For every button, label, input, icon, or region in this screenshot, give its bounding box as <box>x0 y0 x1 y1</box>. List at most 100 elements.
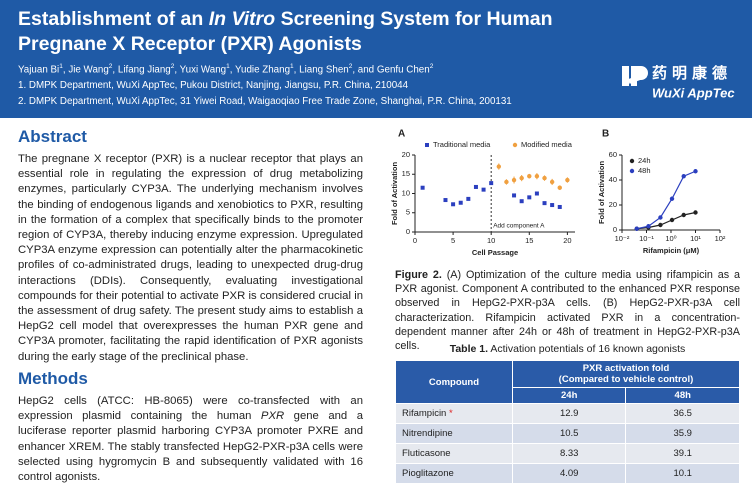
compound-cell: Pioglitazone <box>395 463 513 484</box>
author-name: Yudie Zhang <box>235 64 291 76</box>
compound-name: Nitrendipine <box>402 428 453 439</box>
series-line <box>636 170 696 230</box>
value-cell: 39.1 <box>625 443 740 464</box>
x-tick-label: 10² <box>715 234 726 243</box>
header-cell: PXR activation fold (Compared to vehicle … <box>511 360 741 388</box>
value-cell: 35.9 <box>625 423 740 444</box>
figure: A 0 5 10 15 20 0 5 10 15 20 Cell Passage Fold of Act… <box>390 129 726 257</box>
value-cell: 4.09 <box>511 463 627 484</box>
data-point <box>534 191 539 196</box>
data-point <box>565 177 570 183</box>
data-point <box>519 199 524 204</box>
header-cell: 48h <box>625 387 740 404</box>
x-tick-label: 0 <box>413 236 417 245</box>
title-italic: In Vitro <box>208 8 276 30</box>
author-name: Yuxi Wang <box>179 64 227 76</box>
logo-en: WuXi AppTec <box>652 85 735 100</box>
data-point <box>496 164 502 169</box>
data-point <box>658 215 663 220</box>
y-tick-label: 20 <box>609 200 617 209</box>
data-point <box>481 187 486 192</box>
table-row: Rifampicin * 12.9 36.5 <box>395 403 740 424</box>
header-cell: 24h <box>511 387 627 404</box>
data-point <box>519 175 524 181</box>
legend-label: 48h <box>638 166 651 175</box>
x-axis-label: Rifampicin (μM) <box>643 246 700 255</box>
y-tick-label: 0 <box>406 227 410 236</box>
title-text: Screening System for Human Pregnane X Re… <box>18 8 553 55</box>
y-tick-label: 0 <box>613 225 617 234</box>
title-text: Establishment of an <box>18 8 209 30</box>
logo-mark <box>622 66 648 86</box>
data-point <box>693 169 698 174</box>
x-tick-label: 20 <box>563 236 571 245</box>
author-separator: , <box>112 64 116 76</box>
author-affiliation: 2 <box>170 63 175 70</box>
title: Establishment of an In Vitro Screening S… <box>18 7 578 57</box>
data-point <box>473 184 478 189</box>
legend-label: 24h <box>638 156 651 165</box>
caption-label: Figure 2. <box>395 269 442 281</box>
x-tick-label: 15 <box>525 236 533 245</box>
author-separator: , <box>62 64 66 76</box>
author-affiliation: 2 <box>348 63 353 70</box>
author-name: Liang Shen <box>299 64 349 76</box>
header-cell: Compound <box>395 360 513 404</box>
data-point <box>550 203 555 208</box>
table-label: Table 1. <box>449 343 489 355</box>
y-tick-label: 10 <box>402 188 410 197</box>
y-axis-label: Fold of Activation <box>390 162 399 225</box>
data-point <box>557 204 562 209</box>
panel-label: B <box>602 129 609 140</box>
data-point <box>681 174 686 179</box>
author-affiliation: 1 <box>226 63 230 70</box>
value-cell: 10.1 <box>625 463 740 484</box>
data-point <box>512 193 517 198</box>
table-row: Pioglitazone 4.09 10.1 <box>395 463 740 484</box>
data-point <box>458 200 463 205</box>
data-point <box>669 217 675 223</box>
table-title-text: Activation potentials of 16 known agonis… <box>488 343 686 355</box>
authors: Yajuan Bi1, Jie Wang2, Lifang Jiang2, Yu… <box>18 63 433 75</box>
panel-label: A <box>398 129 405 140</box>
author-name: Lifang Jiang <box>117 64 171 76</box>
methods-text: HepG2 cells (ATCC: HB-8065) were co-tran… <box>18 394 363 485</box>
section-heading: Methods <box>18 369 88 388</box>
data-point <box>466 196 471 201</box>
data-point <box>511 177 517 183</box>
author-name: Genfu Chen <box>376 64 430 76</box>
y-tick-label: 15 <box>402 169 410 178</box>
section-heading: Abstract <box>18 127 87 146</box>
header: Establishment of an In Vitro Screening S… <box>0 0 752 118</box>
x-tick-label: 5 <box>451 236 455 245</box>
data-point <box>693 210 698 215</box>
logo: 药明康德 WuXi AppTec <box>622 64 735 100</box>
data-point <box>634 226 639 231</box>
value-cell: 10.5 <box>511 423 627 444</box>
compound-mark: * <box>449 408 453 419</box>
author-affiliation: 1 <box>290 63 294 70</box>
data-point <box>451 202 456 207</box>
value-cell: 36.5 <box>625 403 740 424</box>
legend-marker <box>629 158 635 164</box>
y-tick-label: 20 <box>402 150 410 159</box>
affiliation: 2. DMPK Department, WuXi AppTec, 31 Yiwe… <box>18 96 512 107</box>
x-tick-label: 10⁰ <box>665 234 676 243</box>
author-name: Yajuan Bi <box>18 64 60 76</box>
caption-text: (A) Optimization of the culture media us… <box>395 269 741 353</box>
legend-label: Modified media <box>521 140 573 149</box>
data-point <box>681 212 686 218</box>
legend-label: Traditional media <box>433 140 491 149</box>
data-point <box>443 198 448 203</box>
author-separator: , and <box>352 64 375 76</box>
table-row: Nitrendipine 10.5 35.9 <box>395 423 740 444</box>
author-name: Jie Wang <box>68 64 109 76</box>
x-axis-label: Cell Passage <box>472 248 518 257</box>
y-axis-label: Fold of Activation <box>597 161 606 224</box>
table-row: Fluticasone 8.33 39.1 <box>395 443 740 464</box>
legend-marker <box>629 168 635 174</box>
data-point <box>658 222 663 228</box>
legend-marker <box>425 143 429 147</box>
x-tick-label: 10⁻¹ <box>639 234 654 243</box>
